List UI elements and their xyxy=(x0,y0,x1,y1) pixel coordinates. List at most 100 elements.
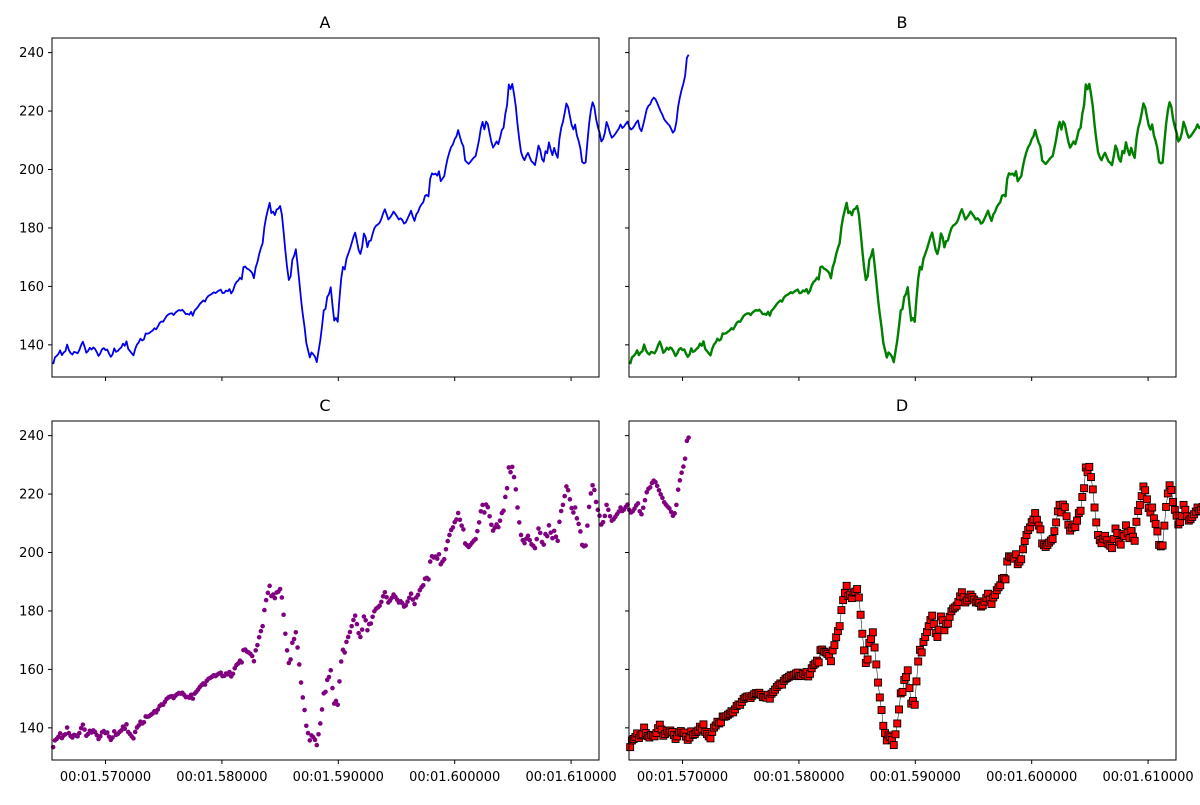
panel-c-title: C xyxy=(319,396,330,415)
panel-c-point xyxy=(551,528,557,534)
panel-c-point xyxy=(459,523,464,528)
panel-c-xtick-label: 00:01.590000 xyxy=(293,770,384,785)
panel-a-ytick-label: 180 xyxy=(19,221,44,236)
panel-d-marker xyxy=(1116,540,1125,549)
panel-c-point xyxy=(473,536,478,542)
panel-c-point xyxy=(277,586,283,592)
panel-c-point xyxy=(260,623,265,629)
panel-c-point xyxy=(279,595,285,600)
panel-d-marker xyxy=(853,585,862,593)
panel-c-point xyxy=(410,597,416,602)
panel-c-point xyxy=(518,532,524,538)
panel-c-point xyxy=(251,658,257,664)
panel-d-marker xyxy=(699,720,708,729)
panel-c-point xyxy=(640,505,646,511)
panel-c-point xyxy=(370,614,375,620)
panel-b: B xyxy=(625,13,1200,381)
panel-c-point xyxy=(606,507,611,513)
panel-d-marker xyxy=(910,700,919,709)
panel-c-point xyxy=(675,487,681,492)
panel-d-marker xyxy=(858,629,867,638)
panel-c-point xyxy=(550,535,555,541)
panel-c-point xyxy=(307,738,313,743)
panel-d-marker xyxy=(837,606,846,615)
panel-d-marker xyxy=(877,706,886,714)
panel-c-point xyxy=(504,485,510,491)
panel-d-marker xyxy=(1087,473,1095,482)
panel-c-point xyxy=(337,679,342,684)
panel-c-point xyxy=(569,505,574,511)
panel-c-point xyxy=(298,680,304,685)
panel-c-point xyxy=(496,524,501,530)
panel-c-point xyxy=(475,528,480,534)
panel-c-point xyxy=(654,483,660,489)
panel-c-point xyxy=(263,597,269,603)
panel-c-point xyxy=(644,490,650,495)
panel-c-xtick-label: 00:01.610000 xyxy=(525,770,616,785)
panel-c-point xyxy=(155,707,161,712)
panel-d-marker xyxy=(1135,500,1144,509)
panel-c-point xyxy=(361,614,367,619)
panel-c-point xyxy=(590,482,595,488)
panel-d-xtick-label: 00:01.580000 xyxy=(753,770,844,785)
panel-c-point xyxy=(314,742,320,748)
panel-c-point xyxy=(478,509,484,514)
panel-c-point xyxy=(557,519,562,525)
panel-a-series-line xyxy=(52,54,690,365)
panel-d-marker xyxy=(1092,518,1101,527)
panel-c-point xyxy=(592,487,597,493)
panel-d-marker xyxy=(1080,484,1089,493)
panel-c-point xyxy=(672,511,677,516)
panel-c-point xyxy=(80,722,86,727)
panel-c-point xyxy=(363,618,368,623)
panel-c-point xyxy=(667,506,672,511)
panel-c-point xyxy=(347,629,353,635)
panel-c-point xyxy=(330,685,335,691)
panel-c-point xyxy=(382,589,388,595)
panel-c-point xyxy=(377,603,382,608)
panel-c-point xyxy=(508,469,513,475)
panel-c-point xyxy=(297,662,302,667)
panel-c-frame xyxy=(51,420,600,761)
panel-c-point xyxy=(265,590,271,596)
panel-c-point xyxy=(272,595,278,601)
panel-d-marker xyxy=(706,734,715,743)
panel-c-point xyxy=(326,674,332,680)
panel-c-point xyxy=(426,577,431,582)
panel-d-marker xyxy=(879,721,888,730)
panel-c-point xyxy=(588,491,594,496)
panel-d-marker xyxy=(1076,506,1085,515)
panel-c-point xyxy=(230,671,236,677)
panel-d-xtick-label: 00:01.600000 xyxy=(986,770,1077,785)
panel-d-marker xyxy=(928,611,937,620)
panel-c-point xyxy=(443,546,449,552)
panel-c-point xyxy=(317,721,323,726)
panel-c-point xyxy=(323,689,328,695)
panel-d-marker xyxy=(1151,519,1160,528)
panel-c-point xyxy=(527,537,533,543)
panel-d-marker xyxy=(870,643,879,652)
panel-c-point xyxy=(122,726,128,732)
panel-c-point xyxy=(293,629,299,635)
panel-c-point xyxy=(110,735,115,740)
panel-d-marker xyxy=(943,619,952,628)
panel-d-marker xyxy=(826,657,835,666)
panel-c-point xyxy=(576,521,581,527)
panel-c-point xyxy=(344,639,349,645)
panel-a-frame xyxy=(51,37,600,378)
panel-c-point xyxy=(328,667,334,673)
panel-c-point xyxy=(270,592,276,597)
panel-d-marker xyxy=(1031,509,1040,518)
panel-c-point xyxy=(384,594,389,600)
panel-c-point xyxy=(506,465,512,470)
panel-d-marker xyxy=(1085,462,1094,471)
panel-c-point xyxy=(480,502,485,508)
panel-c-point xyxy=(400,600,405,606)
panel-c-point xyxy=(312,737,318,743)
panel-d-marker xyxy=(1153,527,1162,536)
panel-a-ytick-label: 140 xyxy=(19,338,44,353)
panel-c-point xyxy=(583,543,588,548)
panel-c-point xyxy=(485,504,491,510)
